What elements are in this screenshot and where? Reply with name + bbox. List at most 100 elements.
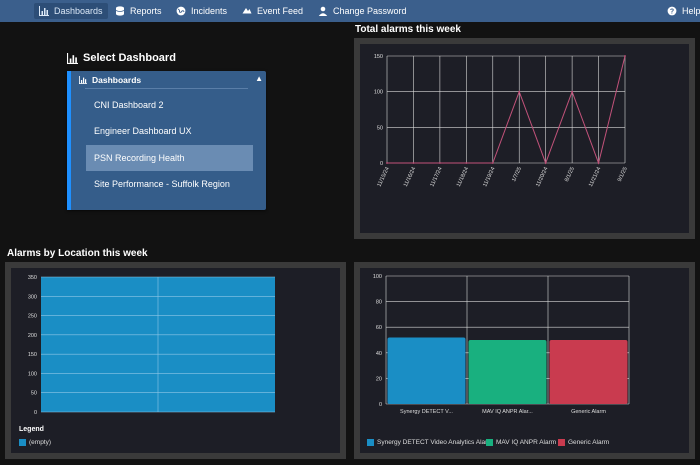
dashboard-item[interactable]: CNI Dashboard 2 [94, 100, 164, 110]
y-tick-label: 50 [31, 391, 37, 397]
total-alarms-heading: Total alarms this week [355, 24, 461, 35]
bar [468, 340, 547, 404]
legend-item-synergy[interactable]: Synergy DETECT Video Analytics Alarm [367, 439, 493, 446]
data-point [412, 162, 415, 164]
user-icon [318, 6, 328, 16]
event-feed-icon [242, 8, 252, 14]
x-tick-label: 11/16/24 [403, 166, 417, 188]
nav-event-feed[interactable]: Event Feed [242, 3, 303, 19]
nav-incidents-label: Incidents [191, 6, 228, 16]
database-icon [115, 6, 125, 16]
y-tick-label: 100 [374, 90, 383, 96]
y-tick-label: 250 [28, 314, 37, 320]
y-tick-label: 350 [28, 275, 37, 281]
chevron-up-icon[interactable]: ▲ [255, 74, 263, 83]
x-tick-label: Synergy DETECT V... [400, 409, 453, 415]
nav-event-feed-label: Event Feed [257, 6, 304, 16]
dashboards-header-label: Dashboards [92, 75, 142, 85]
y-tick-label: 150 [374, 54, 383, 60]
alarm-types-chart-panel: 0 20 40 60 80 100 Synergy DETECT V... MAV IQ AN… [354, 262, 695, 459]
select-dashboard-title: Select Dashboard [67, 52, 176, 64]
dashboard-item-selected[interactable]: PSN Recording Health [86, 145, 253, 171]
nav-help-label: Help [682, 6, 700, 16]
series-line [387, 55, 626, 165]
y-tick-label: 80 [376, 300, 382, 306]
x-tick-label: 9/1/25 [617, 166, 629, 182]
alarms-by-location-chart-panel: 0 50 100 150 200 250 300 350 Legend (empty) [5, 262, 346, 459]
x-tick-label: 1/7/25 [511, 166, 523, 182]
data-point [571, 90, 574, 93]
bar-chart-icon [67, 52, 78, 64]
nav-change-password-label: Change Password [333, 6, 407, 16]
x-tick-label: 11/18/24 [456, 166, 470, 188]
x-tick-label: 11/15/24 [376, 166, 390, 188]
bar [387, 337, 466, 404]
x-tick-label: 8/1/25 [564, 166, 576, 182]
total-alarms-chart-area: 0 50 100 150 11/15/24 11/16/24 11/17/24 11/18/2… [360, 44, 689, 233]
data-point [465, 162, 468, 164]
dashboard-item[interactable]: Engineer Dashboard UX [94, 126, 192, 136]
nav-dashboards[interactable]: Dashboards [34, 3, 108, 19]
y-tick-label: 0 [379, 402, 382, 408]
y-tick-label: 0 [380, 161, 383, 167]
alarms-by-location-chart-area: 0 50 100 150 200 250 300 350 Legend (empty) [11, 268, 340, 453]
x-tick-label: 11/21/24 [588, 166, 602, 188]
y-tick-label: 100 [373, 274, 382, 280]
x-tick-label: 11/20/24 [535, 166, 549, 188]
data-point [597, 162, 600, 164]
nav-incidents[interactable]: Incidents [176, 3, 227, 19]
alarms-by-location-heading: Alarms by Location this week [7, 248, 148, 259]
data-point [544, 162, 547, 164]
alarm-types-bar-chart: 0 20 40 60 80 100 Synergy DETECT V... MAV IQ AN… [373, 274, 630, 415]
total-alarms-line-chart: 0 50 100 150 11/15/24 11/16/24 11/17/24 11/18/2… [374, 54, 629, 188]
nav-help[interactable]: ? Help [667, 3, 700, 19]
legend-label: Synergy DETECT Video Analytics Alarm [377, 439, 493, 446]
legend-label: (empty) [29, 439, 52, 446]
bar-chart-icon [79, 76, 87, 84]
total-alarms-chart-panel: 0 50 100 150 11/15/24 11/16/24 11/17/24 11/18/2… [354, 38, 695, 239]
y-tick-label: 0 [34, 410, 37, 416]
y-tick-label: 300 [28, 294, 37, 300]
dashboard-item[interactable]: Site Performance - Suffolk Region [94, 179, 230, 189]
top-nav: Dashboards Reports Incidents Event Feed … [0, 0, 700, 22]
x-tick-label: 11/19/24 [482, 166, 496, 188]
y-tick-label: 40 [376, 351, 382, 357]
globe-icon [176, 6, 186, 16]
y-tick-label: 100 [28, 371, 37, 377]
y-tick-label: 50 [377, 125, 383, 131]
legend-swatch [486, 439, 493, 446]
dashboards-dropdown-panel: Dashboards ▲ CNI Dashboard 2 Engineer Da… [67, 71, 266, 210]
legend-item-empty[interactable]: (empty) [19, 439, 51, 446]
x-tick-label: 11/17/24 [429, 166, 443, 188]
x-tick-label: MAV IQ ANPR Alar... [482, 409, 533, 415]
legend-swatch [558, 439, 565, 446]
nav-change-password[interactable]: Change Password [318, 3, 407, 19]
data-point [491, 162, 494, 164]
alarm-types-chart-area: 0 20 40 60 80 100 Synergy DETECT V... MAV IQ AN… [360, 268, 689, 453]
bar-chart-icon [39, 6, 49, 16]
nav-reports-label: Reports [130, 6, 162, 16]
dashboards-dropdown-header[interactable]: Dashboards ▲ [79, 71, 266, 89]
legend-label: MAV IQ ANPR Alarm [496, 439, 557, 446]
y-tick-label: 60 [376, 325, 382, 331]
y-tick-label: 200 [28, 333, 37, 339]
legend-item-mav[interactable]: MAV IQ ANPR Alarm [486, 439, 556, 446]
data-point [518, 90, 521, 93]
legend-swatch [19, 439, 26, 446]
x-tick-label: Generic Alarm [571, 409, 606, 415]
alarms-by-location-bar-chart: 0 50 100 150 200 250 300 350 [28, 275, 275, 416]
divider [85, 88, 248, 89]
data-point [386, 162, 388, 164]
nav-dashboards-label: Dashboards [54, 6, 103, 16]
legend-swatch [367, 439, 374, 446]
panel-accent-bar [67, 71, 71, 210]
y-tick-label: 20 [376, 376, 382, 382]
bar [549, 340, 628, 404]
nav-reports[interactable]: Reports [115, 3, 162, 19]
data-point [438, 162, 441, 164]
svg-text:?: ? [670, 9, 674, 16]
legend-item-generic[interactable]: Generic Alarm [558, 439, 609, 446]
legend-label: Generic Alarm [568, 439, 610, 446]
data-point [624, 55, 626, 57]
y-tick-label: 150 [28, 352, 37, 358]
